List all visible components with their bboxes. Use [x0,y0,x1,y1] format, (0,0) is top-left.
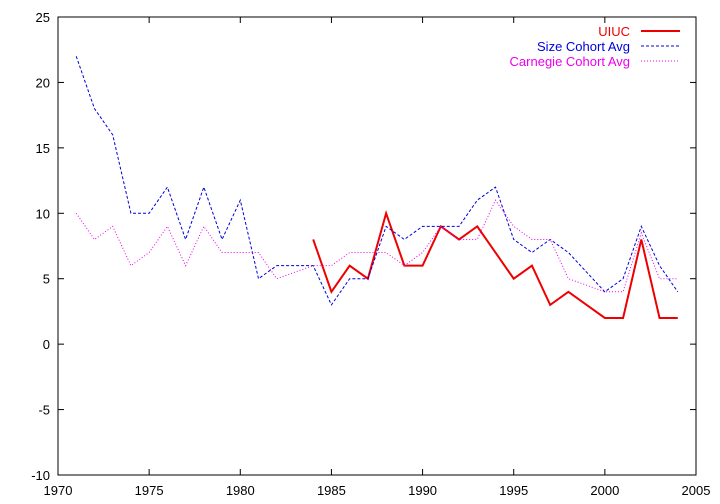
legend-label-uiuc: UIUC [598,24,630,39]
legend-label-carnegie-cohort-avg: Carnegie Cohort Avg [510,54,630,69]
y-tick-label: 0 [43,337,50,352]
x-tick-label: 1985 [317,483,346,498]
y-tick-label: 10 [36,206,50,221]
series-lines [75,56,679,319]
y-tick-label: 5 [43,272,50,287]
x-tick-label: 2005 [682,483,711,498]
x-tick-label: 1990 [408,483,437,498]
series-line-size-cohort-avg [75,56,679,306]
x-tick-label: 1975 [135,483,164,498]
x-tick-label: 2000 [590,483,619,498]
x-tick-label: 1995 [499,483,528,498]
y-tick-label: 20 [36,75,50,90]
legend-label-size-cohort-avg: Size Cohort Avg [537,39,630,54]
y-tick-label: -10 [31,468,50,483]
plot-frame [57,16,697,476]
y-tick-label: 15 [36,141,50,156]
x-tick-label: 1970 [44,483,73,498]
axes: 1970 1975 1980 1985 1990 1995 2000 2005 -10 -5 0 5 1… [31,10,710,498]
y-tick-label: 25 [36,10,50,25]
y-tick-label: -5 [38,403,50,418]
series-line-uiuc [312,209,678,319]
x-tick-label: 1980 [226,483,255,498]
